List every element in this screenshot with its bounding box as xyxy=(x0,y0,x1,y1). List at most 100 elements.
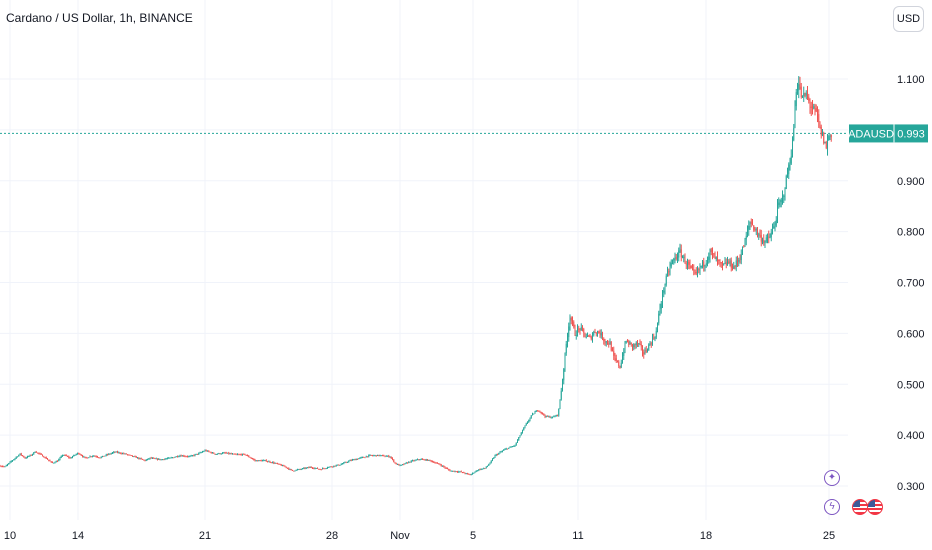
candle-body xyxy=(720,262,722,264)
candle-body xyxy=(107,454,108,456)
candlestick-series xyxy=(0,76,832,476)
candle-body xyxy=(353,459,355,461)
candle-body xyxy=(675,257,677,259)
us-flag-icon[interactable] xyxy=(852,499,868,515)
candle-body xyxy=(410,460,412,463)
candle-body xyxy=(70,457,72,459)
candle-body xyxy=(344,462,346,464)
candle-body xyxy=(47,458,48,460)
candle-body xyxy=(599,333,601,336)
candle-body xyxy=(269,461,271,463)
candle-body xyxy=(742,246,743,255)
candle-body xyxy=(245,454,247,456)
candle-body xyxy=(123,453,125,455)
candle-body xyxy=(222,452,223,454)
candle-body xyxy=(314,468,316,470)
candle-body xyxy=(504,449,506,451)
candle-body xyxy=(510,446,512,448)
candle-body xyxy=(189,456,191,458)
lightning-icon[interactable]: ϟ xyxy=(824,499,840,515)
candle-body xyxy=(827,140,828,149)
candle-body xyxy=(622,355,623,363)
candle-body xyxy=(257,460,258,462)
candle-body xyxy=(732,267,733,269)
candle-body xyxy=(604,340,606,343)
candle-body xyxy=(67,455,68,457)
candle-body xyxy=(433,461,435,463)
candle-body xyxy=(144,459,146,461)
compass-star-icon[interactable]: ✦ xyxy=(824,470,840,486)
candle-body xyxy=(315,467,317,469)
candle-body xyxy=(97,456,98,458)
candle-body xyxy=(814,106,816,109)
candle-body xyxy=(110,453,112,455)
candle-body xyxy=(288,468,290,470)
candle-body xyxy=(329,466,331,468)
candle-body xyxy=(264,460,266,462)
candle-body xyxy=(544,415,546,417)
candle-body xyxy=(274,462,276,464)
candle-body xyxy=(338,464,340,466)
candle-body xyxy=(624,342,626,353)
candle-body xyxy=(822,132,823,136)
candle-body xyxy=(7,464,8,466)
candle-body xyxy=(420,458,422,460)
candle-body xyxy=(99,457,101,459)
y-tick-label: 0.400 xyxy=(897,430,925,442)
candle-body xyxy=(389,456,391,458)
candle-body xyxy=(304,467,306,469)
candle-body xyxy=(325,468,327,470)
candle-body xyxy=(824,141,826,144)
candle-body xyxy=(632,343,633,348)
candle-body xyxy=(704,264,706,267)
candle-body xyxy=(368,455,370,457)
candle-body xyxy=(563,369,565,381)
candle-body xyxy=(29,454,31,457)
candle-body xyxy=(403,464,405,466)
time-axis[interactable]: 10 14 21 28 Nov 5 11 18 25 xyxy=(4,530,835,542)
candle-body xyxy=(577,328,578,335)
candle-body xyxy=(152,457,153,459)
candle-body xyxy=(612,350,613,352)
candle-body xyxy=(804,93,806,96)
candle-body xyxy=(689,264,691,266)
candle-body xyxy=(660,303,662,309)
candle-body xyxy=(263,460,265,462)
candle-body xyxy=(674,257,676,259)
candle-body xyxy=(454,471,456,473)
currency-button[interactable]: USD xyxy=(893,6,924,32)
candle-body xyxy=(158,458,160,460)
candle-body xyxy=(583,329,585,333)
candle-body xyxy=(490,460,492,463)
candle-body xyxy=(799,84,801,87)
candle-body xyxy=(348,460,350,462)
candle-body xyxy=(607,341,608,344)
candle-body xyxy=(619,365,621,368)
candle-body xyxy=(302,468,303,470)
candle-body xyxy=(642,346,643,353)
candle-body xyxy=(437,462,438,464)
candle-body xyxy=(177,456,178,458)
candle-body xyxy=(230,453,232,455)
candle-body xyxy=(289,469,291,471)
candle-body xyxy=(527,422,528,424)
candle-body xyxy=(543,413,545,416)
candle-body xyxy=(258,460,260,462)
candle-body xyxy=(414,460,416,462)
candle-body xyxy=(808,96,810,101)
us-flag-icon[interactable] xyxy=(867,499,883,515)
candle-body xyxy=(300,469,302,471)
candle-body xyxy=(175,456,177,458)
candle-body xyxy=(242,453,243,456)
candle-body xyxy=(79,454,81,456)
candle-body xyxy=(483,468,485,470)
x-tick-label: 14 xyxy=(72,530,84,542)
candle-body xyxy=(93,455,95,457)
candle-body xyxy=(610,341,612,351)
candle-body xyxy=(789,163,791,165)
price-axis[interactable]: 1.100 0.900 0.800 0.700 0.600 0.500 0.400 0.300 xyxy=(897,74,925,493)
candle-body xyxy=(309,466,311,468)
candle-body xyxy=(2,466,3,468)
candle-body xyxy=(590,336,592,340)
